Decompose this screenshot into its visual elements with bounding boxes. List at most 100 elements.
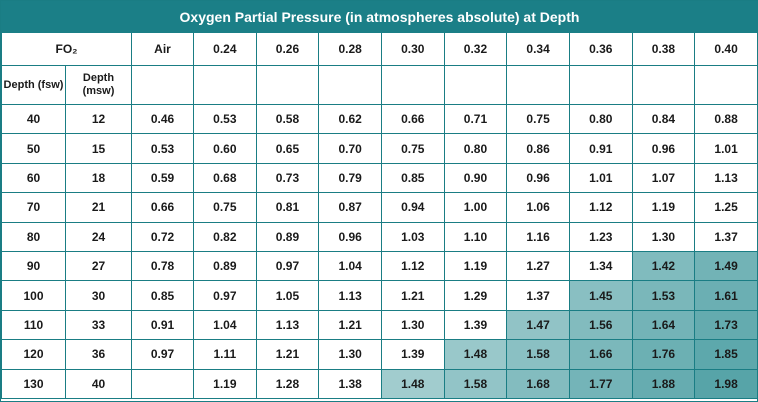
pressure-cell: 0.84 <box>631 103 696 135</box>
pressure-cell: 0.75 <box>506 103 570 135</box>
pressure-cell: 0.89 <box>193 250 257 282</box>
column-header: 0.26 <box>255 32 320 66</box>
pressure-cell: 0.85 <box>380 162 445 194</box>
pressure-cell: 1.30 <box>318 339 382 370</box>
depth-cell: 50 <box>1 133 66 164</box>
table-row: 110 33 0.91 1.04 1.13 1.21 1.30 1.39 1.47 1.56 1.6… <box>1 309 758 341</box>
blank-cell <box>255 65 320 105</box>
depth-cell: 18 <box>65 162 132 194</box>
depth-cell: 40 <box>1 103 66 135</box>
pressure-cell: 0.87 <box>318 192 382 223</box>
pressure-cell: 1.30 <box>380 309 445 341</box>
table-row: 120 36 0.97 1.11 1.21 1.30 1.39 1.48 1.58 1.66 1.7… <box>1 339 758 370</box>
pressure-cell: 0.91 <box>131 309 194 341</box>
table-row: 80 24 0.72 0.82 0.89 0.96 1.03 1.10 1.16 1.23 1.30… <box>1 221 758 252</box>
pressure-cell: 1.29 <box>443 280 508 311</box>
pressure-cell: 1.11 <box>193 339 257 370</box>
pressure-cell: 1.37 <box>694 221 758 252</box>
pressure-cell: 0.82 <box>193 221 257 252</box>
pressure-cell: 0.58 <box>255 103 320 135</box>
pressure-cell: 0.62 <box>318 103 382 135</box>
pressure-cell: 1.56 <box>568 309 633 341</box>
pressure-cell: 1.45 <box>568 280 633 311</box>
column-header: 0.28 <box>318 32 382 66</box>
pressure-cell: 0.66 <box>380 103 445 135</box>
pressure-cell: 1.49 <box>694 250 758 282</box>
pressure-cell: 0.97 <box>255 250 320 282</box>
pressure-cell <box>131 368 194 399</box>
column-header: 0.34 <box>506 32 570 66</box>
column-header: 0.40 <box>694 32 758 66</box>
pressure-cell: 1.13 <box>694 162 758 194</box>
pressure-cell: 1.16 <box>506 221 570 252</box>
pressure-cell: 1.23 <box>568 221 633 252</box>
pressure-cell: 1.28 <box>255 368 320 399</box>
pressure-cell: 0.70 <box>318 133 382 164</box>
blank-cell <box>631 65 696 105</box>
pressure-cell: 1.04 <box>318 250 382 282</box>
pressure-cell: 1.88 <box>631 368 696 399</box>
pressure-cell: 0.91 <box>568 133 633 164</box>
pressure-cell: 0.79 <box>318 162 382 194</box>
pressure-cell: 1.04 <box>193 309 257 341</box>
pressure-cell: 1.03 <box>380 221 445 252</box>
pressure-cell: 1.06 <box>506 192 570 223</box>
pressure-cell: 1.76 <box>631 339 696 370</box>
pressure-cell: 1.85 <box>694 339 758 370</box>
pressure-cell: 1.37 <box>506 280 570 311</box>
depth-cell: 21 <box>65 192 132 223</box>
blank-cell <box>380 65 445 105</box>
pressure-cell: 1.66 <box>568 339 633 370</box>
depth-cell: 15 <box>65 133 132 164</box>
pressure-cell: 1.77 <box>568 368 633 399</box>
pressure-cell: 1.61 <box>694 280 758 311</box>
blank-cell <box>318 65 382 105</box>
pressure-cell: 1.25 <box>694 192 758 223</box>
table-row: 130 40 1.19 1.28 1.38 1.48 1.58 1.68 1.77 1.88 1.9… <box>1 368 758 399</box>
pressure-cell: 0.65 <box>255 133 320 164</box>
pressure-cell: 0.86 <box>506 133 570 164</box>
blank-cell <box>131 65 194 105</box>
depth-cell: 130 <box>1 368 66 399</box>
pressure-cell: 1.12 <box>380 250 445 282</box>
table-row: 40 12 0.46 0.53 0.58 0.62 0.66 0.71 0.75 0.80 0.84… <box>1 103 758 135</box>
pressure-cell: 1.38 <box>318 368 382 399</box>
pressure-cell: 0.97 <box>131 339 194 370</box>
pressure-cell: 1.64 <box>631 309 696 341</box>
table-row: 50 15 0.53 0.60 0.65 0.70 0.75 0.80 0.86 0.91 0.96… <box>1 133 758 164</box>
pressure-cell: 0.88 <box>694 103 758 135</box>
pressure-cell: 0.46 <box>131 103 194 135</box>
table-row: 70 21 0.66 0.75 0.81 0.87 0.94 1.00 1.06 1.12 1.19… <box>1 192 758 223</box>
fo2-header: FO₂ <box>1 32 132 66</box>
blank-cell <box>443 65 508 105</box>
depth-cell: 27 <box>65 250 132 282</box>
depth-cell: 100 <box>1 280 66 311</box>
blank-cell <box>694 65 758 105</box>
depth-cell: 33 <box>65 309 132 341</box>
column-header: 0.36 <box>568 32 633 66</box>
pressure-cell: 1.00 <box>443 192 508 223</box>
depth-fsw-header: Depth (fsw) <box>1 65 66 105</box>
blank-cell <box>193 65 257 105</box>
pressure-cell: 1.12 <box>568 192 633 223</box>
pressure-cell: 0.71 <box>443 103 508 135</box>
depth-cell: 12 <box>65 103 132 135</box>
pressure-cell: 1.58 <box>443 368 508 399</box>
table-row: 90 27 0.78 0.89 0.97 1.04 1.12 1.19 1.27 1.34 1.42… <box>1 250 758 282</box>
pressure-cell: 0.78 <box>131 250 194 282</box>
pressure-cell: 1.53 <box>631 280 696 311</box>
pressure-cell: 0.80 <box>443 133 508 164</box>
depth-cell: 60 <box>1 162 66 194</box>
pressure-cell: 0.94 <box>380 192 445 223</box>
pressure-cell: 1.21 <box>380 280 445 311</box>
pressure-cell: 1.05 <box>255 280 320 311</box>
pressure-cell: 0.59 <box>131 162 194 194</box>
pressure-cell: 0.53 <box>193 103 257 135</box>
pressure-cell: 1.58 <box>506 339 570 370</box>
pressure-cell: 1.01 <box>568 162 633 194</box>
pressure-cell: 0.96 <box>318 221 382 252</box>
column-header: Air <box>131 32 194 66</box>
pressure-cell: 0.96 <box>506 162 570 194</box>
